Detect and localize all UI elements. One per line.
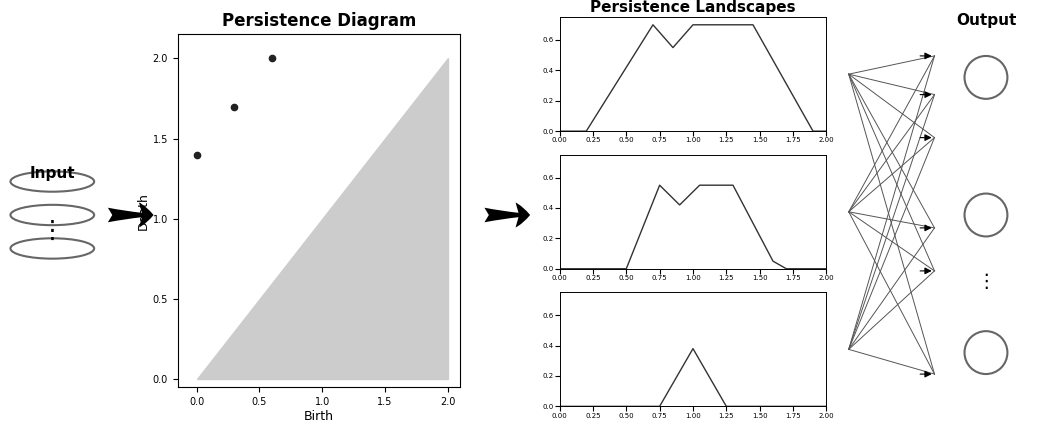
Text: ⋮: ⋮ [40,219,65,243]
Polygon shape [197,58,448,379]
Text: ⋮: ⋮ [976,272,996,291]
Text: Input: Input [29,166,75,181]
Title: Persistence Diagram: Persistence Diagram [222,12,416,30]
Text: Output: Output [956,13,1016,28]
Y-axis label: Death: Death [137,192,150,230]
Title: Persistence Landscapes: Persistence Landscapes [590,0,796,15]
X-axis label: Birth: Birth [304,409,334,423]
